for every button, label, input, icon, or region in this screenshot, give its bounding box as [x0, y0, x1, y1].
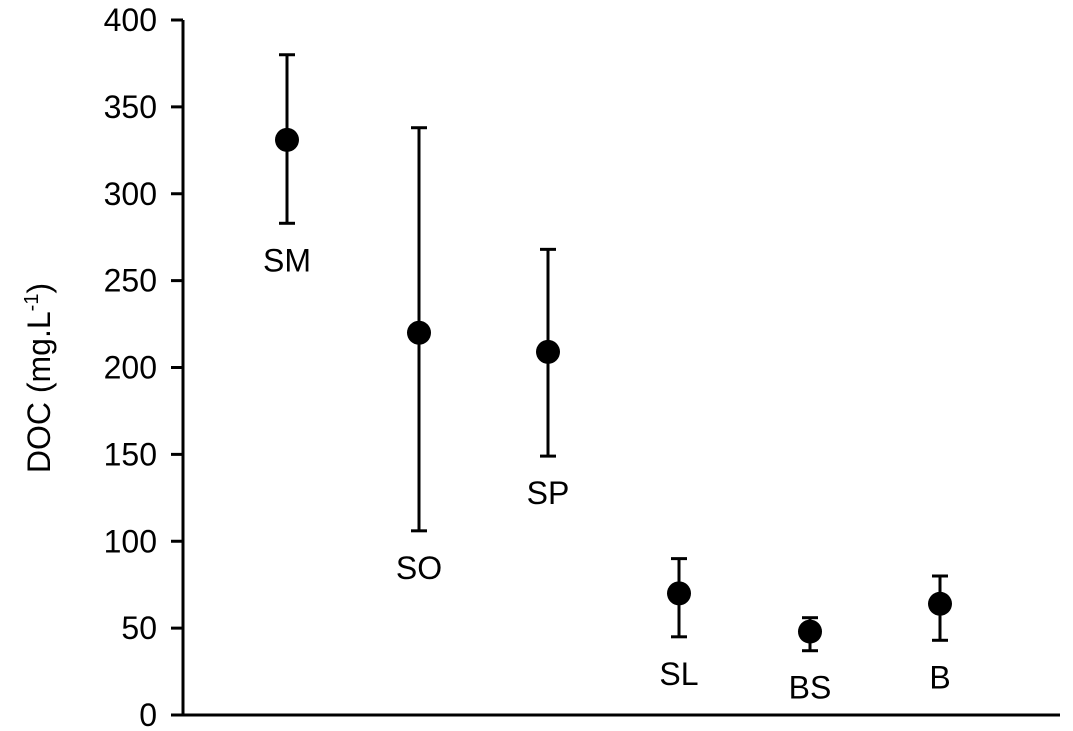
- y-axis: 0 50 100 150 200 250 300 350 400: [104, 2, 185, 731]
- point-label: BS: [789, 670, 832, 706]
- data-points: SM SO SP SL BS B: [263, 53, 952, 706]
- data-point-so: SO: [396, 126, 442, 586]
- data-point-sp: SP: [527, 247, 570, 511]
- point-label: SM: [263, 242, 311, 278]
- y-tick-label: 400: [104, 2, 157, 38]
- data-point-bs: BS: [789, 616, 832, 706]
- y-tick-label: 100: [104, 523, 157, 559]
- point-label: SL: [659, 656, 698, 692]
- data-point-sl: SL: [659, 557, 699, 692]
- y-tick-label: 250: [104, 263, 157, 299]
- y-tick-label: 300: [104, 176, 157, 212]
- data-marker: [667, 581, 691, 606]
- point-label: B: [929, 659, 950, 695]
- y-tick-label: 200: [104, 350, 157, 386]
- data-marker: [407, 320, 431, 345]
- point-label: SO: [396, 550, 442, 586]
- y-tick-label: 0: [139, 697, 157, 731]
- data-point-b: B: [928, 574, 952, 695]
- y-tick-label: 50: [121, 610, 157, 646]
- y-tick-label: 350: [104, 89, 157, 125]
- y-axis-title: DOC (mg.L-1): [21, 283, 57, 473]
- point-label: SP: [527, 475, 570, 511]
- data-marker: [798, 619, 822, 644]
- data-marker: [275, 127, 299, 152]
- data-marker: [536, 339, 560, 364]
- data-point-sm: SM: [263, 53, 311, 278]
- y-tick-label: 150: [104, 436, 157, 472]
- data-marker: [928, 591, 952, 616]
